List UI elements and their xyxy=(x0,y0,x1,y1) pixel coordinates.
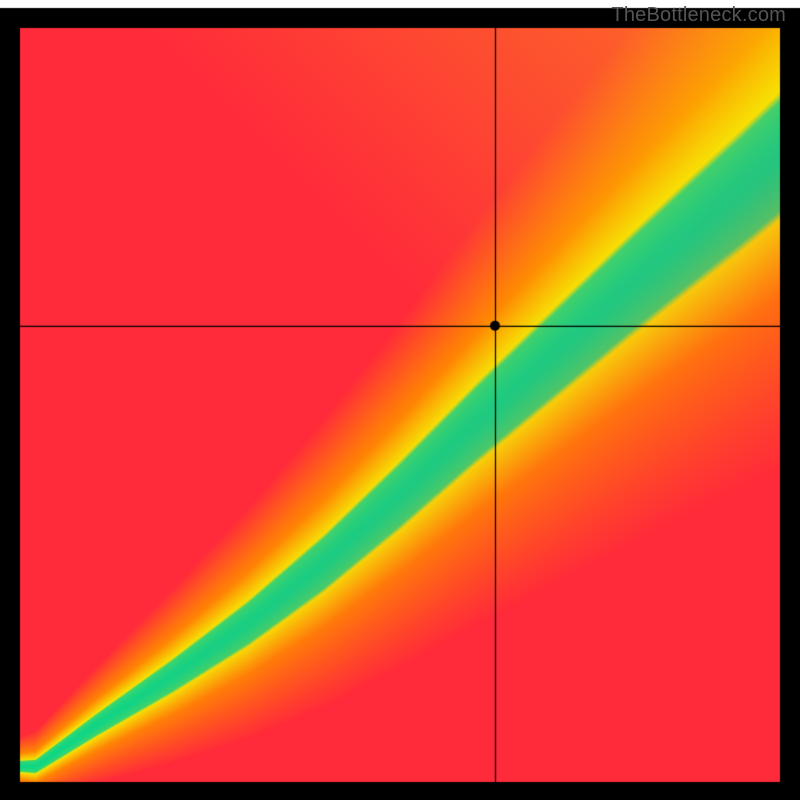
watermark-text: TheBottleneck.com xyxy=(611,4,786,27)
bottleneck-heatmap xyxy=(0,0,800,800)
